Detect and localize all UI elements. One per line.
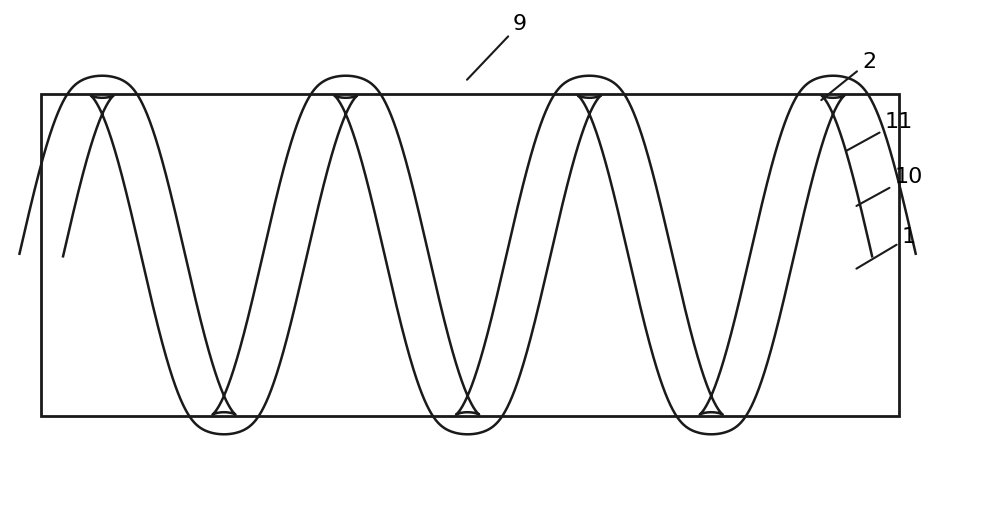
Bar	[41, 94, 899, 416]
Text: 1: 1	[856, 227, 916, 269]
Text: 11: 11	[846, 112, 913, 150]
Bar	[41, 245, 899, 310]
Bar	[41, 134, 899, 180]
Polygon shape	[19, 76, 916, 434]
Bar	[41, 310, 899, 376]
Text: 10: 10	[856, 167, 923, 206]
Text: 9: 9	[467, 14, 527, 80]
Bar	[41, 94, 899, 134]
Bar	[41, 180, 899, 245]
Bar	[41, 376, 899, 416]
Text: 2: 2	[821, 52, 876, 100]
